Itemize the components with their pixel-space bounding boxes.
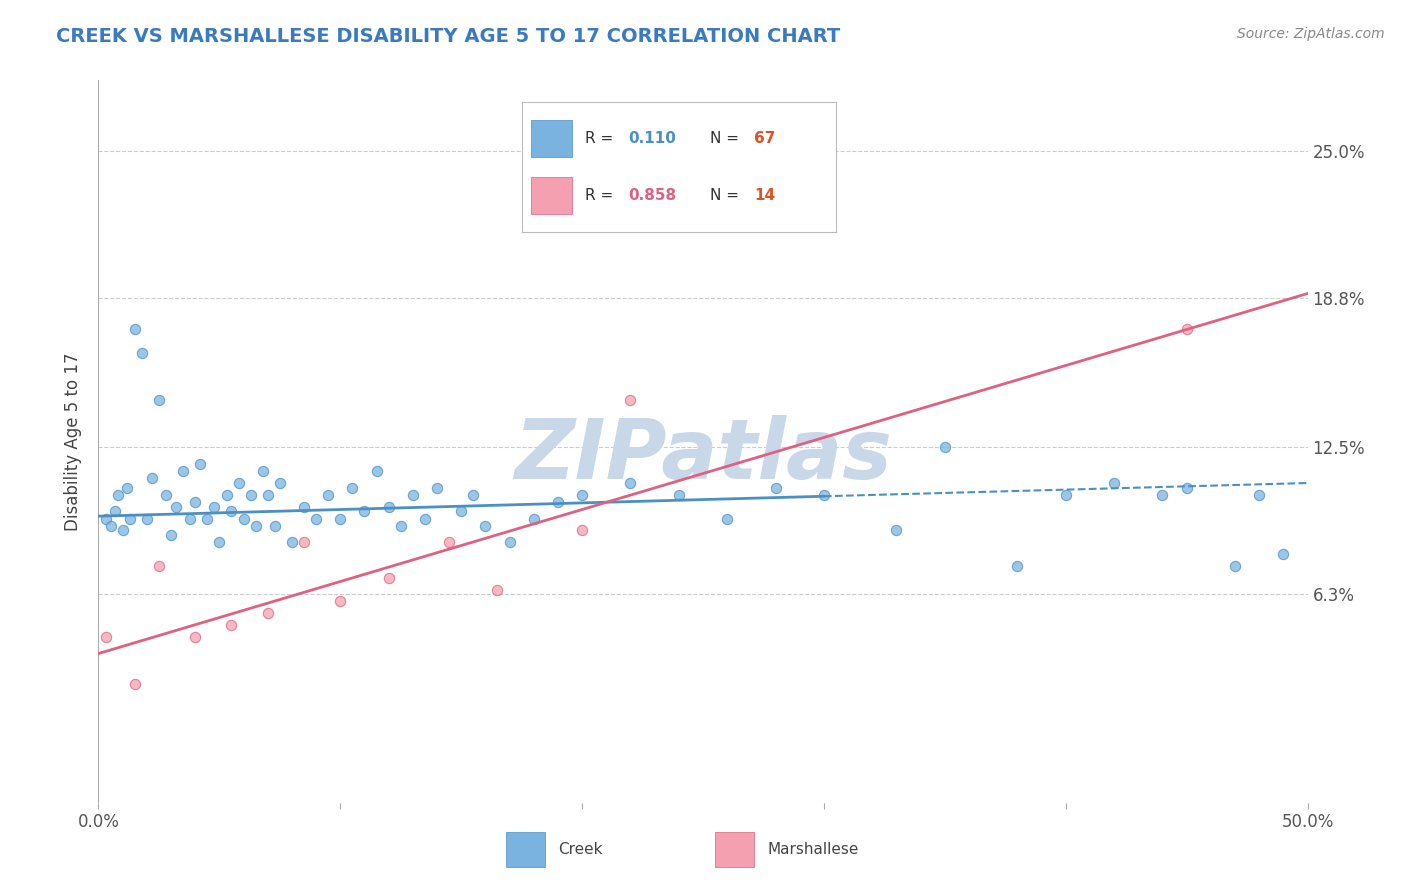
Point — [1007, 558, 1029, 573]
Point — [934, 441, 956, 455]
Point — [571, 488, 593, 502]
Point — [221, 504, 243, 518]
Point — [1152, 488, 1174, 502]
Point — [221, 618, 243, 632]
Point — [377, 500, 399, 514]
Point — [111, 524, 134, 538]
Point — [1223, 558, 1246, 573]
Point — [668, 488, 690, 502]
Point — [547, 495, 569, 509]
Point — [292, 535, 315, 549]
Point — [256, 488, 278, 502]
Point — [239, 488, 262, 502]
Point — [204, 500, 226, 514]
Point — [160, 528, 183, 542]
Text: Source: ZipAtlas.com: Source: ZipAtlas.com — [1237, 27, 1385, 41]
Point — [305, 511, 328, 525]
Point — [188, 457, 211, 471]
Point — [402, 488, 425, 502]
Point — [124, 677, 146, 691]
Point — [184, 495, 207, 509]
Point — [94, 630, 117, 644]
Point — [353, 504, 375, 518]
Point — [208, 535, 231, 549]
Point — [474, 518, 496, 533]
Point — [765, 481, 787, 495]
Point — [1249, 488, 1271, 502]
Text: ZIPatlas: ZIPatlas — [515, 416, 891, 497]
Point — [155, 488, 177, 502]
Point — [195, 511, 218, 525]
Point — [281, 535, 304, 549]
Point — [886, 524, 908, 538]
Point — [292, 500, 315, 514]
Point — [117, 481, 139, 495]
Point — [389, 518, 412, 533]
Text: CREEK VS MARSHALLESE DISABILITY AGE 5 TO 17 CORRELATION CHART: CREEK VS MARSHALLESE DISABILITY AGE 5 TO… — [56, 27, 841, 45]
Point — [245, 518, 267, 533]
Point — [813, 488, 835, 502]
Point — [184, 630, 207, 644]
Point — [118, 511, 141, 525]
Point — [232, 511, 254, 525]
Point — [94, 511, 117, 525]
Point — [131, 345, 153, 359]
Point — [1175, 322, 1198, 336]
Point — [571, 524, 593, 538]
Point — [165, 500, 187, 514]
Point — [269, 475, 291, 490]
Point — [463, 488, 485, 502]
Y-axis label: Disability Age 5 to 17: Disability Age 5 to 17 — [65, 352, 83, 531]
Point — [342, 481, 364, 495]
Point — [450, 504, 472, 518]
Point — [215, 488, 238, 502]
Point — [107, 488, 129, 502]
Point — [264, 518, 287, 533]
Point — [141, 471, 163, 485]
Point — [1054, 488, 1077, 502]
Point — [124, 322, 146, 336]
Point — [179, 511, 201, 525]
Point — [329, 511, 352, 525]
Point — [377, 571, 399, 585]
Point — [228, 475, 250, 490]
Point — [329, 594, 352, 608]
Point — [716, 511, 738, 525]
Point — [619, 475, 641, 490]
Point — [619, 393, 641, 408]
Point — [172, 464, 194, 478]
Point — [100, 518, 122, 533]
Point — [135, 511, 157, 525]
Point — [486, 582, 509, 597]
Point — [523, 511, 546, 525]
Point — [104, 504, 127, 518]
Point — [1102, 475, 1125, 490]
Point — [148, 558, 170, 573]
Point — [498, 535, 520, 549]
Point — [316, 488, 339, 502]
Point — [256, 607, 278, 621]
Point — [252, 464, 274, 478]
Point — [148, 393, 170, 408]
Point — [1272, 547, 1295, 561]
Point — [426, 481, 449, 495]
Point — [1175, 481, 1198, 495]
Point — [413, 511, 436, 525]
Point — [437, 535, 460, 549]
Point — [366, 464, 388, 478]
